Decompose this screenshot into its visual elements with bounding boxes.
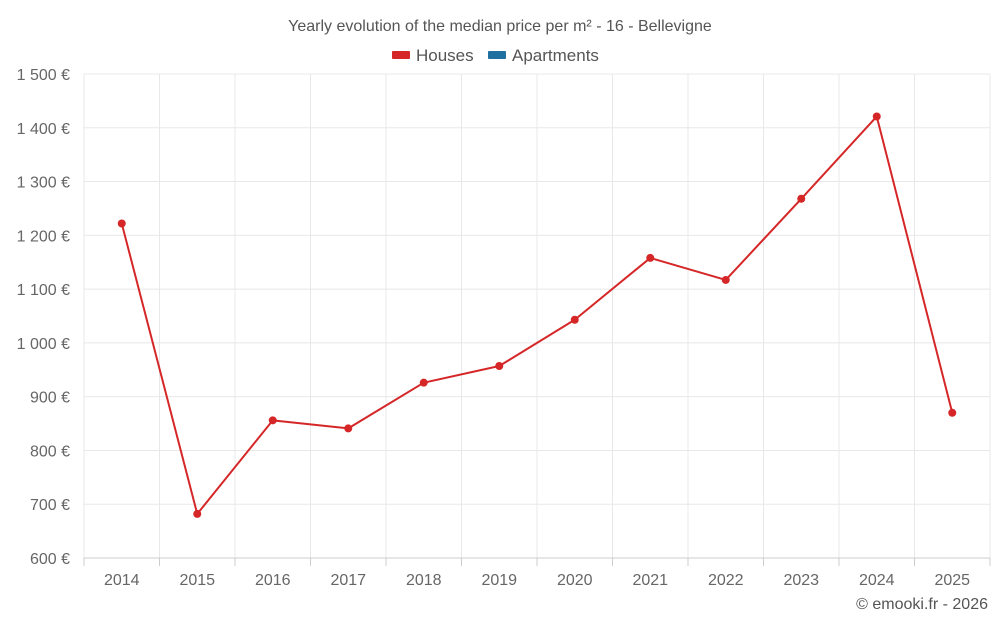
x-tick-label: 2025: [934, 572, 970, 589]
y-tick-label: 700 €: [30, 497, 70, 514]
credit-text: © emooki.fr - 2026: [856, 596, 988, 613]
y-tick-label: 1 100 €: [17, 282, 70, 299]
x-tick-label: 2022: [708, 572, 744, 589]
data-point-houses[interactable]: [495, 362, 504, 371]
data-point-houses[interactable]: [344, 424, 353, 433]
x-tick-label: 2016: [255, 572, 291, 589]
y-axis-ticks: 600 € 700 € 800 € 900 € 1 000 € 1 100 € 1 200 …: [17, 67, 70, 568]
y-tick-label: 600 €: [30, 551, 70, 568]
legend-label-houses: Houses: [416, 46, 474, 65]
y-tick-label: 1 500 €: [17, 67, 70, 84]
x-tick-label: 2015: [179, 572, 215, 589]
x-axis-ticks: 2014 2015 2016 2017 2018 2019 2020 2021 2022 2023…: [104, 572, 970, 589]
x-tick-label: 2014: [104, 572, 140, 589]
data-point-houses[interactable]: [721, 275, 730, 284]
y-tick-label: 900 €: [30, 390, 70, 407]
data-point-houses[interactable]: [797, 194, 806, 203]
legend[interactable]: Houses Apartments: [392, 46, 599, 65]
x-tick-label: 2024: [859, 572, 895, 589]
x-tick-label: 2019: [481, 572, 517, 589]
y-tick-label: 1 000 €: [17, 336, 70, 353]
data-point-houses[interactable]: [117, 219, 126, 228]
data-point-houses[interactable]: [948, 408, 957, 417]
x-tick-label: 2018: [406, 572, 442, 589]
legend-item-houses[interactable]: Houses: [392, 46, 474, 65]
x-gridlines: [83, 74, 991, 566]
legend-swatch-houses: [392, 51, 410, 59]
data-point-houses[interactable]: [419, 378, 428, 387]
y-tick-label: 800 €: [30, 443, 70, 460]
x-tick-label: 2020: [557, 572, 593, 589]
x-tick-label: 2021: [632, 572, 668, 589]
legend-item-apartments[interactable]: Apartments: [488, 46, 599, 65]
series-line-houses: [120, 115, 954, 515]
legend-swatch-apartments: [488, 51, 506, 59]
chart-title: Yearly evolution of the median price per…: [288, 18, 712, 35]
data-point-houses[interactable]: [570, 315, 579, 324]
y-tick-label: 1 400 €: [17, 121, 70, 138]
data-point-houses[interactable]: [872, 112, 881, 121]
y-tick-label: 1 300 €: [17, 175, 70, 192]
legend-label-apartments: Apartments: [512, 46, 599, 65]
data-point-houses[interactable]: [268, 416, 277, 425]
x-tick-label: 2017: [330, 572, 366, 589]
series-houses: [117, 112, 957, 518]
data-point-houses[interactable]: [646, 253, 655, 262]
y-tick-label: 1 200 €: [17, 228, 70, 245]
data-point-houses[interactable]: [193, 509, 202, 518]
x-tick-label: 2023: [783, 572, 819, 589]
